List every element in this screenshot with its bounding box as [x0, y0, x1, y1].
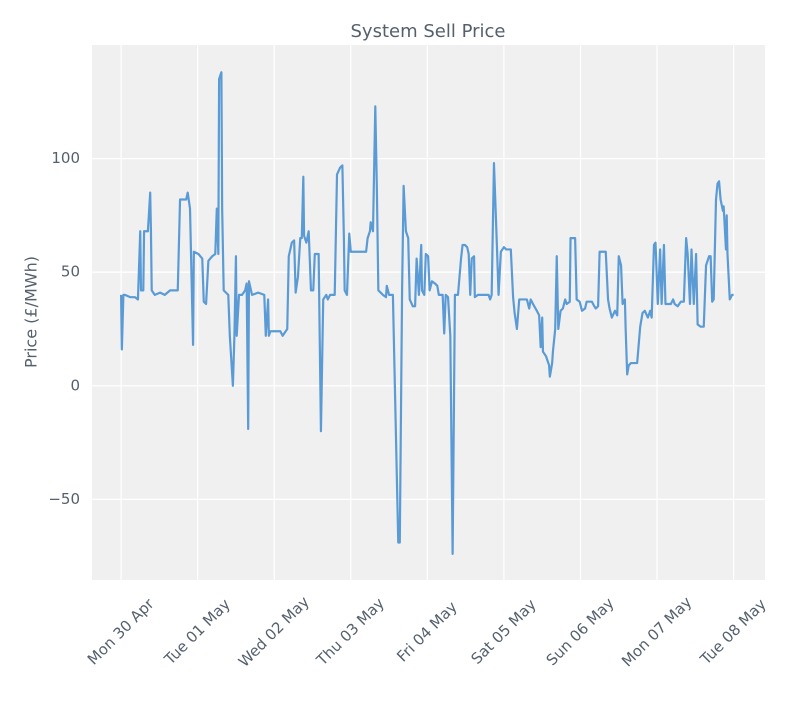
x-tick-label: Tue 01 May	[160, 595, 234, 669]
y-tick-label: −50	[48, 490, 80, 508]
x-tick-label: Mon 30 Apr	[84, 594, 158, 668]
marks	[119, 71, 734, 555]
x-tick-label: Sat 05 May	[467, 595, 539, 667]
x-tick-label: Thu 03 May	[312, 594, 388, 670]
y-tick-label: 0	[70, 376, 80, 394]
x-tick-label: Tue 08 May	[696, 595, 770, 669]
price-line	[119, 71, 734, 555]
x-tick-label: Wed 02 May	[235, 593, 313, 671]
x-tick-label: Fri 04 May	[393, 598, 461, 666]
y-tick-label: 50	[61, 263, 80, 281]
chart-title: System Sell Price	[351, 21, 506, 42]
y-tick-label: 100	[51, 149, 80, 167]
y-axis-label: Price (£/MWh)	[22, 256, 41, 368]
x-tick-label: Sun 06 May	[543, 594, 618, 669]
x-tick-label: Mon 07 May	[618, 593, 695, 670]
